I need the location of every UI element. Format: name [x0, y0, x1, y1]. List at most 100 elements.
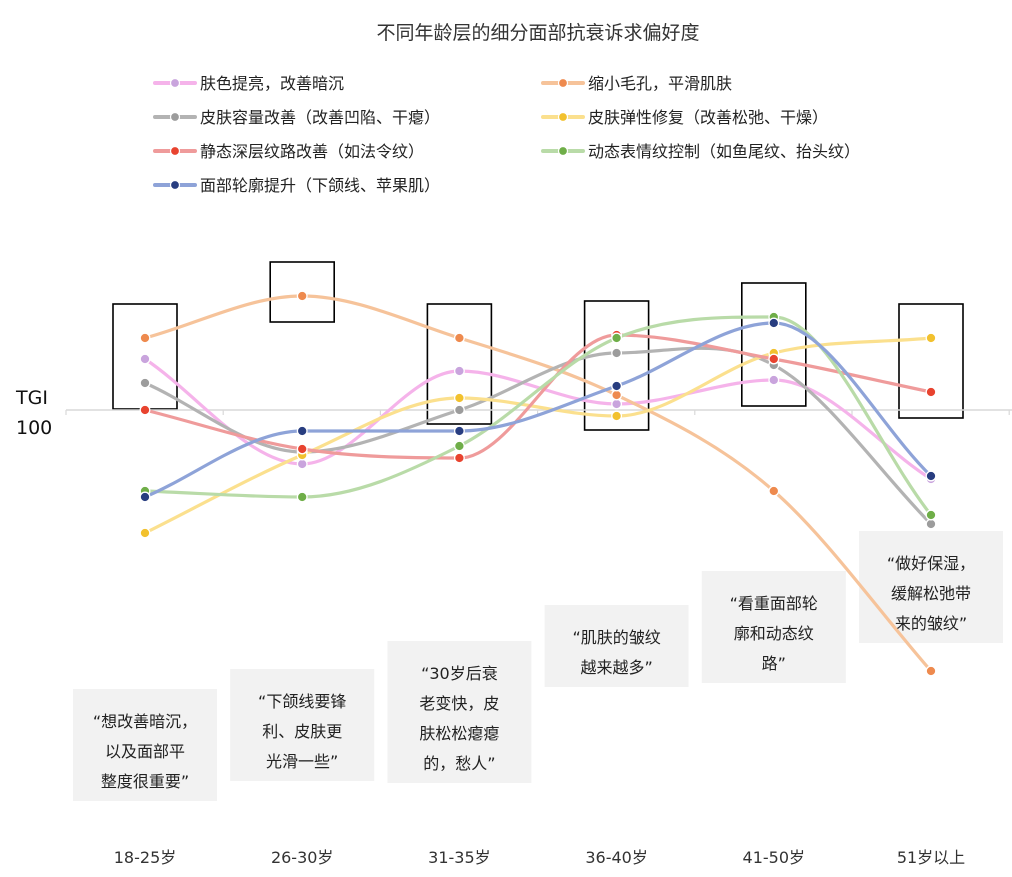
data-point	[139, 377, 151, 389]
legend-item: 缩小毛孔，平滑肌肤	[541, 74, 732, 93]
legend-marker	[557, 145, 569, 157]
data-point	[296, 425, 308, 437]
data-point	[453, 404, 465, 416]
legend-item: 皮肤容量改善（改善凹陷、干瘪）	[153, 108, 440, 127]
data-point	[296, 443, 308, 455]
data-point	[296, 458, 308, 470]
data-point	[611, 332, 623, 344]
data-point	[611, 389, 623, 401]
highlight-box	[898, 303, 964, 419]
data-point	[453, 440, 465, 452]
data-point	[925, 509, 937, 521]
chart-title: 不同年龄层的细分面部抗衰诉求偏好度	[376, 22, 699, 44]
x-tick-label: 18-25岁	[114, 848, 177, 867]
quote-line: 以及面部平	[105, 742, 185, 761]
quote-line: “看重面部轮	[730, 594, 818, 613]
quote-line: 整度很重要”	[101, 772, 189, 791]
x-tick-label: 51岁以上	[897, 848, 965, 867]
data-point	[453, 392, 465, 404]
quote-line: 缓解松弛带	[891, 584, 971, 603]
legend-marker	[169, 145, 181, 157]
series-line	[143, 346, 933, 526]
data-point	[925, 665, 937, 677]
data-point	[139, 353, 151, 365]
quote-line: “想改善暗沉，	[93, 712, 197, 731]
quote-line: 利、皮肤更	[262, 722, 342, 741]
x-tick-label: 26-30岁	[271, 848, 334, 867]
data-point	[139, 527, 151, 539]
quote-background	[701, 571, 846, 683]
legend-marker	[169, 111, 181, 123]
data-point	[139, 491, 151, 503]
quote-line: “肌肤的皱纹	[572, 628, 660, 647]
legend-item: 动态表情纹控制（如鱼尾纹、抬头纹）	[541, 142, 860, 161]
data-point	[296, 290, 308, 302]
series-line	[143, 357, 933, 481]
quote-line: 路”	[762, 654, 786, 673]
data-point	[768, 485, 780, 497]
y-axis-label: TGI	[15, 387, 48, 409]
legend-label: 缩小毛孔，平滑肌肤	[588, 74, 732, 93]
data-point	[611, 398, 623, 410]
legend-label: 肤色提亮，改善暗沉	[200, 74, 344, 93]
x-tick-label: 31-35岁	[428, 848, 491, 867]
x-axis-ticks: 18-25岁 26-30岁 31-35岁 36-40岁 41-50岁 51岁以上	[114, 848, 965, 867]
quote-line: 肤松松瘪瘪	[419, 724, 499, 743]
data-point	[139, 332, 151, 344]
legend-item: 静态深层纹路改善（如法令纹）	[153, 142, 424, 161]
data-point	[925, 470, 937, 482]
x-tick-label: 36-40岁	[585, 848, 648, 867]
data-point	[453, 425, 465, 437]
data-point	[611, 380, 623, 392]
quote-background	[387, 641, 532, 783]
legend-item: 面部轮廓提升（下颌线、苹果肌）	[153, 176, 440, 195]
quote-background	[544, 605, 689, 687]
legend-item: 肤色提亮，改善暗沉	[153, 74, 344, 93]
legend-label: 动态表情纹控制（如鱼尾纹、抬头纹）	[588, 142, 860, 161]
quote-line: 光滑一些”	[266, 752, 338, 771]
quote-line: “30岁后衰	[421, 664, 498, 683]
data-point	[925, 518, 937, 530]
legend-marker	[557, 77, 569, 89]
quote-line: “做好保湿，	[887, 554, 975, 573]
data-point	[768, 374, 780, 386]
legend-label: 静态深层纹路改善（如法令纹）	[200, 142, 424, 161]
data-point	[611, 410, 623, 422]
quote-line: 来的皱纹”	[895, 614, 967, 633]
data-point	[453, 452, 465, 464]
legend-item: 皮肤弹性修复（改善松弛、干燥）	[541, 108, 828, 127]
series-line	[143, 333, 933, 460]
data-point	[768, 353, 780, 365]
legend-label: 面部轮廓提升（下颌线、苹果肌）	[200, 176, 440, 195]
legend-marker	[169, 77, 181, 89]
quote-background	[859, 531, 1003, 643]
legend-label: 皮肤容量改善（改善凹陷、干瘪）	[200, 108, 440, 127]
highlight-box	[740, 282, 807, 407]
data-point	[611, 347, 623, 359]
series-lines	[143, 294, 933, 673]
series-line	[143, 321, 933, 499]
legend-marker	[557, 111, 569, 123]
data-point	[925, 386, 937, 398]
data-point	[768, 317, 780, 329]
legend-marker	[169, 179, 181, 191]
quote-boxes: “想改善暗沉，以及面部平整度很重要”“下颌线要锋利、皮肤更光滑一些”“30岁后衰…	[73, 531, 1003, 801]
data-point	[139, 404, 151, 416]
quote-background	[230, 669, 375, 781]
quote-line: 越来越多”	[580, 658, 652, 677]
quote-line: 廓和动态纹	[734, 624, 814, 643]
quote-line: “下颌线要锋	[258, 692, 346, 711]
data-point	[453, 332, 465, 344]
data-point	[296, 491, 308, 503]
data-point	[453, 365, 465, 377]
quote-background	[73, 689, 217, 801]
reference-value-label: 100	[16, 417, 52, 439]
